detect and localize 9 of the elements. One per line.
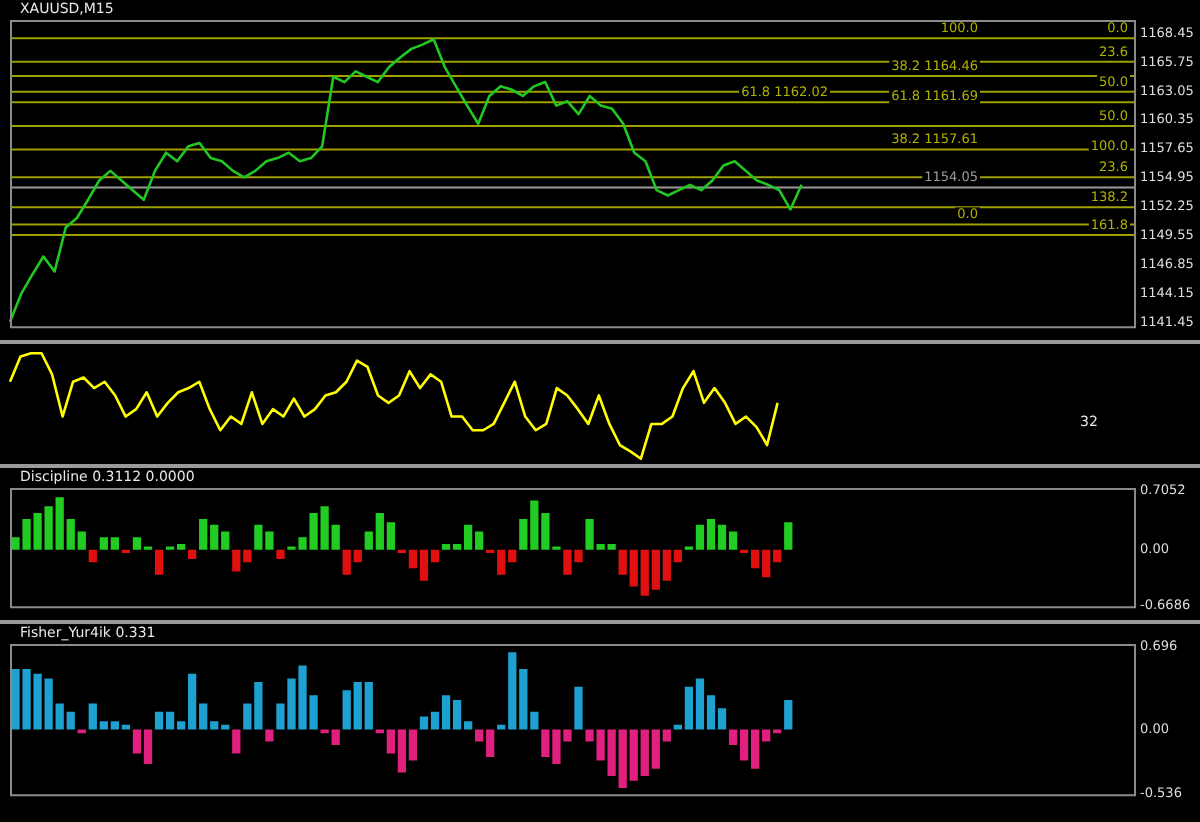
bar [574, 686, 583, 730]
bar [232, 729, 241, 754]
bar [88, 549, 97, 563]
bar [276, 549, 285, 559]
bar [188, 549, 197, 559]
bar [784, 522, 793, 550]
bar [265, 729, 274, 742]
bar [154, 549, 164, 575]
bar [784, 699, 793, 730]
